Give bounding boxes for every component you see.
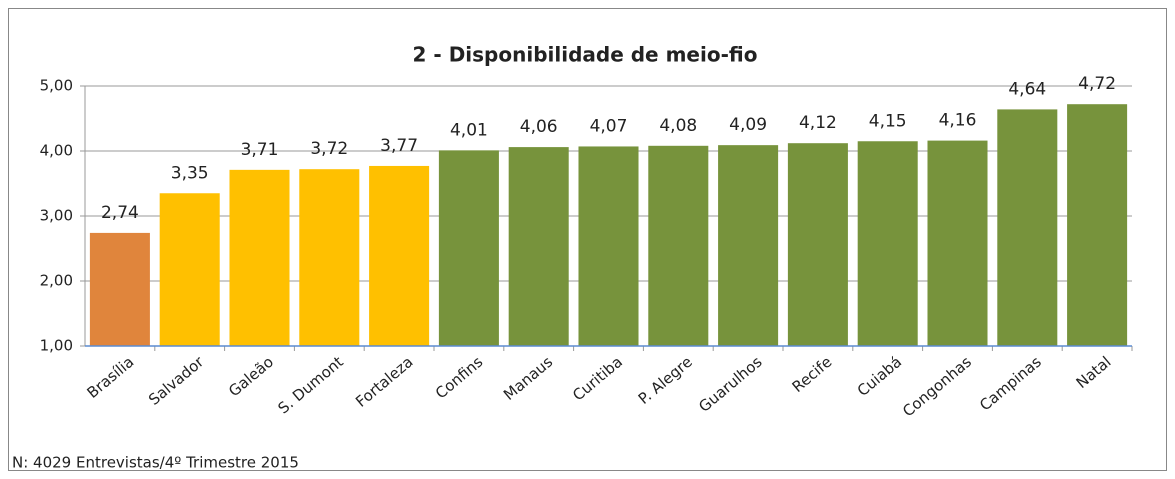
bar bbox=[369, 165, 430, 346]
data-label: 4,07 bbox=[590, 116, 628, 136]
bar bbox=[508, 147, 569, 346]
data-label: 3,77 bbox=[380, 136, 418, 156]
y-tick-label: 2,00 bbox=[40, 272, 73, 290]
y-tick-label: 5,00 bbox=[40, 77, 73, 95]
y-tick-label: 4,00 bbox=[40, 142, 73, 160]
bar bbox=[857, 141, 918, 346]
data-label: 4,09 bbox=[729, 115, 767, 135]
bar bbox=[89, 232, 150, 346]
data-label: 2,74 bbox=[101, 203, 139, 223]
data-label: 4,64 bbox=[1008, 79, 1046, 99]
y-tick-label: 1,00 bbox=[40, 337, 73, 355]
data-label: 4,08 bbox=[659, 116, 697, 136]
data-label: 4,16 bbox=[939, 111, 977, 131]
bar bbox=[718, 145, 779, 346]
data-label: 3,35 bbox=[171, 163, 209, 183]
bar bbox=[299, 169, 360, 346]
data-label: 4,01 bbox=[450, 120, 488, 140]
chart-title: 2 - Disponibilidade de meio-fio bbox=[413, 43, 758, 67]
bar bbox=[787, 143, 848, 346]
data-label: 3,72 bbox=[310, 139, 348, 159]
note: N: 4029 Entrevistas/4º Trimestre 2015 bbox=[12, 454, 299, 472]
bar bbox=[648, 145, 709, 346]
bar bbox=[229, 169, 290, 346]
data-label: 4,72 bbox=[1078, 74, 1116, 94]
y-tick-label: 3,00 bbox=[40, 207, 73, 225]
bar bbox=[159, 193, 220, 346]
data-label: 4,12 bbox=[799, 113, 837, 133]
data-label: 4,06 bbox=[520, 117, 558, 137]
data-label: 3,71 bbox=[241, 140, 279, 160]
data-label: 4,15 bbox=[869, 111, 907, 131]
bar bbox=[997, 109, 1058, 347]
bar bbox=[438, 150, 499, 346]
bar bbox=[1067, 104, 1128, 346]
bar bbox=[578, 146, 639, 346]
bar bbox=[927, 140, 988, 346]
